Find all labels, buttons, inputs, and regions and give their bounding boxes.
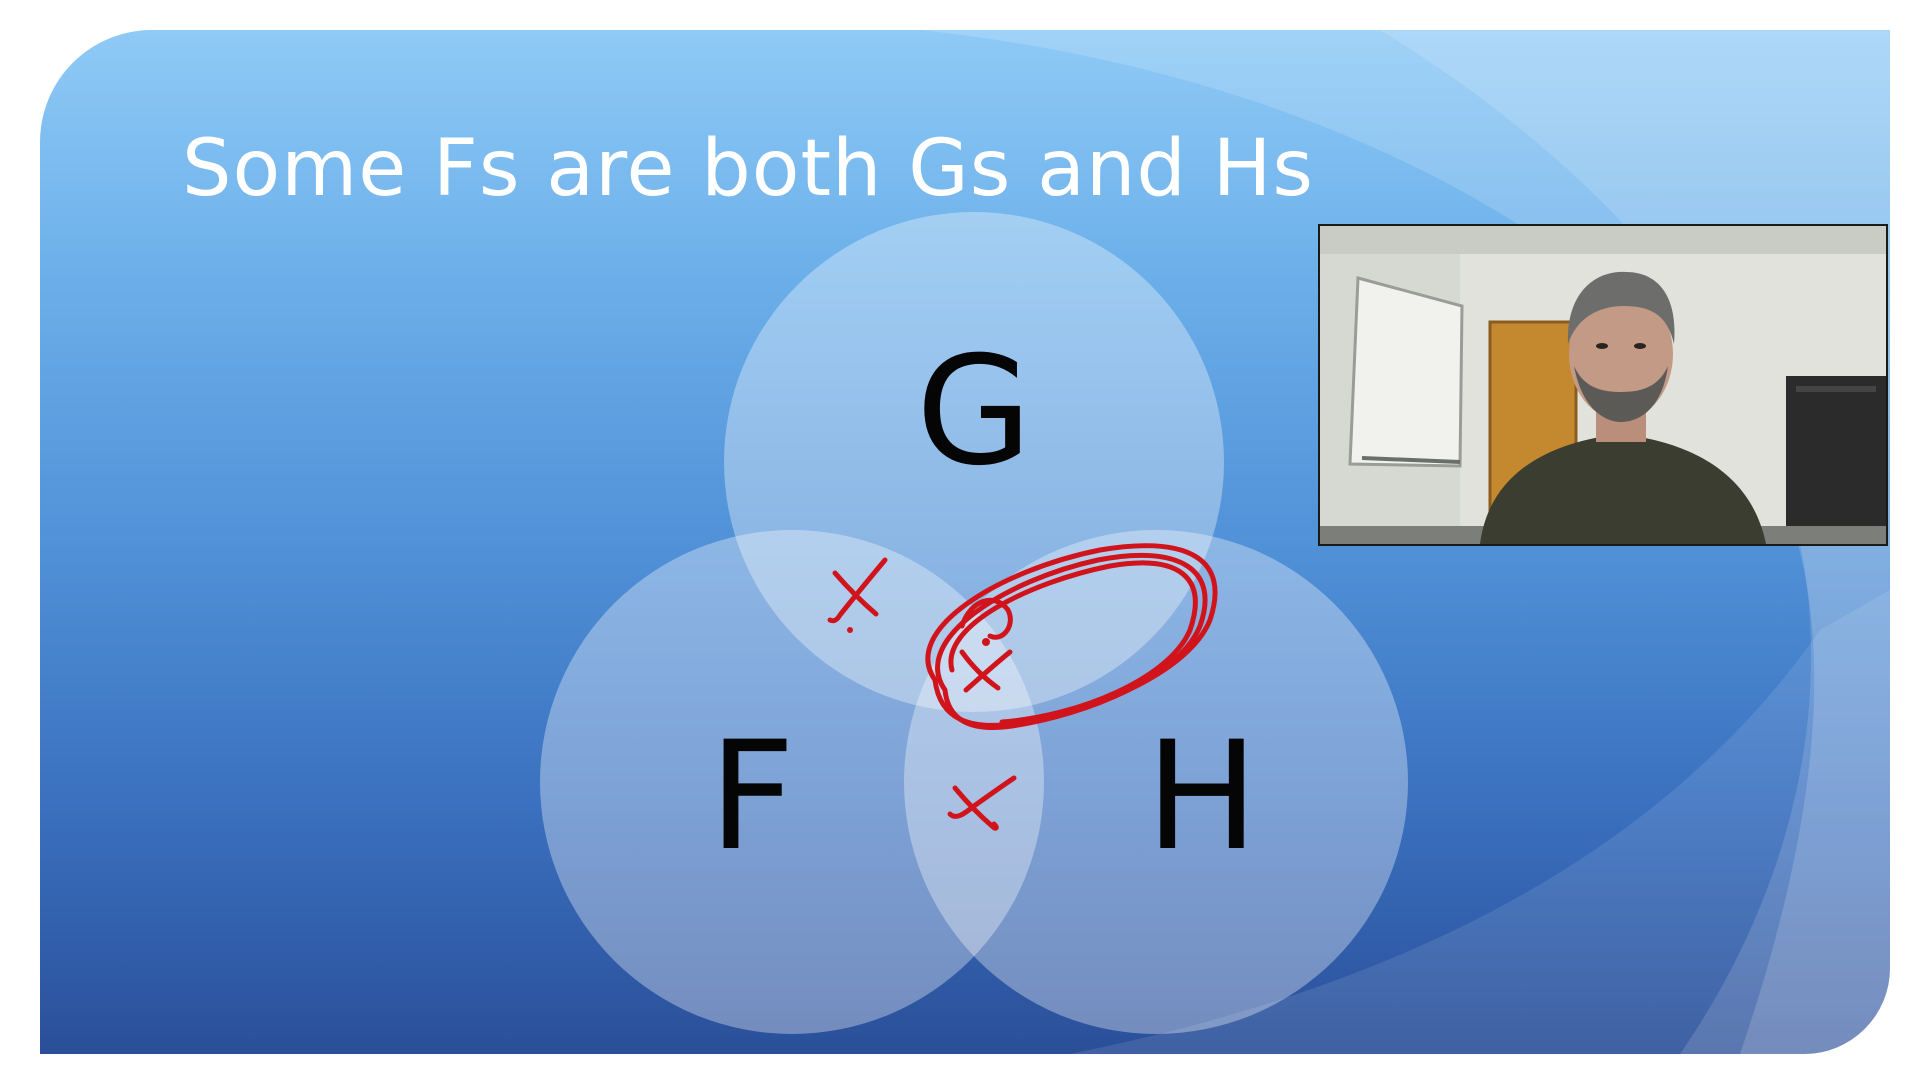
set-label-f: F (709, 710, 795, 884)
set-label-h: H (1146, 710, 1259, 884)
slide-title: Some Fs are both Gs and Hs (182, 124, 1314, 214)
circle-h (904, 530, 1408, 1034)
x-mark-f-and-g (827, 557, 888, 633)
x-mark-f-and-h (947, 775, 1017, 831)
circled-annotation (925, 543, 1218, 730)
venn-diagram: G F H (540, 212, 1408, 1034)
circle-f (540, 530, 1044, 1034)
presenter-webcam-video (1320, 226, 1886, 544)
set-label-g: G (916, 325, 1032, 499)
presenter-webcam (1318, 224, 1888, 546)
x-mark-f-and-g-and-h (959, 638, 1013, 693)
